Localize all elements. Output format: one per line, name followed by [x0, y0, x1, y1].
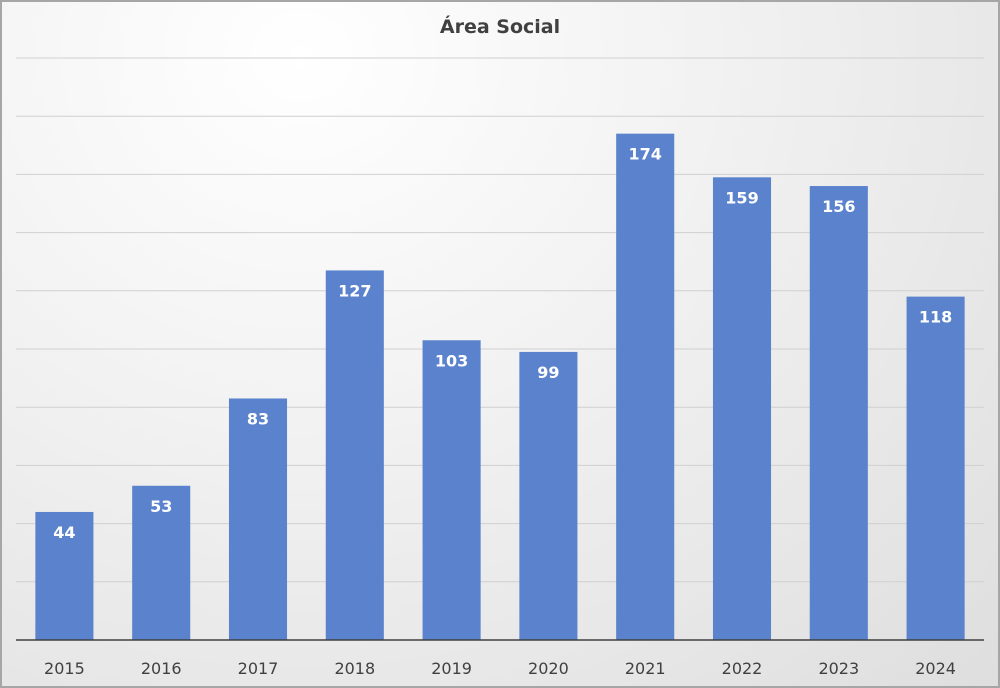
data-label-2016: 53 — [150, 497, 172, 516]
bar-2023 — [809, 186, 868, 641]
data-label-2021: 174 — [628, 145, 661, 164]
data-label-2017: 83 — [247, 409, 269, 428]
data-label-2015: 44 — [53, 523, 75, 542]
bar-2022 — [712, 177, 772, 640]
data-label-2023: 156 — [822, 197, 855, 216]
x-tick-label-2017: 2017 — [238, 659, 279, 678]
data-label-2019: 103 — [435, 351, 468, 370]
x-axis-tick-labels: 2015 2016 2017 2018 2019 2020 2021 2022 2023 2024 — [44, 659, 956, 678]
bar-2021 — [616, 133, 675, 640]
bar-2024 — [906, 296, 965, 640]
bar-2016 — [132, 485, 191, 640]
data-label-2018: 127 — [338, 281, 371, 300]
bars — [35, 133, 965, 641]
x-tick-label-2023: 2023 — [818, 659, 859, 678]
x-tick-label-2021: 2021 — [625, 659, 666, 678]
x-tick-label-2016: 2016 — [141, 659, 182, 678]
bar-2017 — [228, 398, 288, 640]
chart-title: Área Social — [439, 16, 561, 38]
bar-2019 — [422, 340, 481, 640]
x-tick-label-2022: 2022 — [722, 659, 763, 678]
data-label-2022: 159 — [725, 188, 758, 207]
x-tick-label-2015: 2015 — [44, 659, 85, 678]
x-tick-label-2019: 2019 — [431, 659, 472, 678]
bar-2018 — [325, 270, 384, 640]
data-label-2020: 99 — [537, 363, 559, 382]
x-tick-label-2020: 2020 — [528, 659, 569, 678]
bar-2015 — [35, 511, 94, 640]
x-tick-label-2018: 2018 — [334, 659, 375, 678]
x-tick-label-2024: 2024 — [915, 659, 956, 678]
bar-2020 — [519, 351, 578, 640]
data-labels: 44 53 83 127 103 99 174 159 156 118 — [53, 145, 952, 542]
data-label-2024: 118 — [919, 308, 952, 327]
